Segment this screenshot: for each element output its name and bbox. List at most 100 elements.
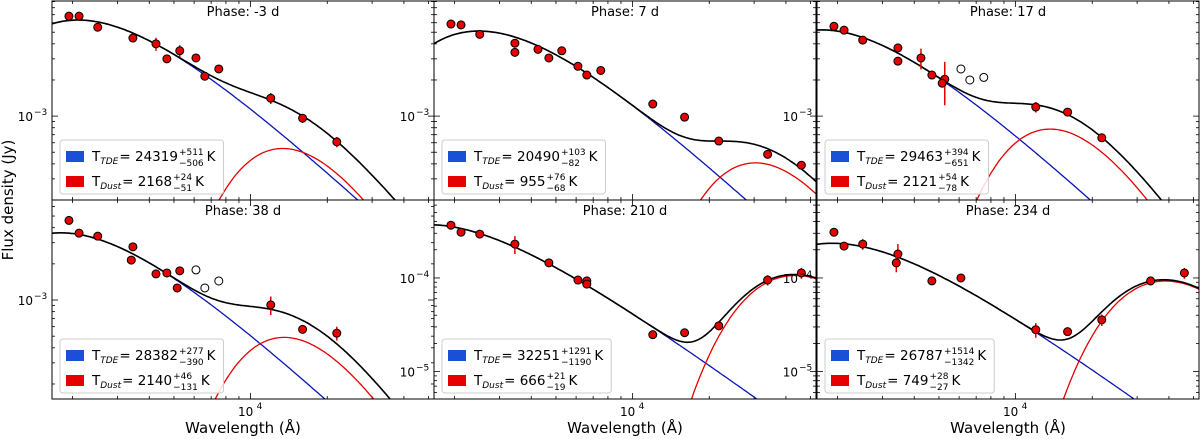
panel-6: Phase: 234 d10 410 −410 −5T TDE = 26787 +1514… [783,199,1200,419]
data-point [128,33,138,43]
data-point [893,249,903,259]
data-points [64,215,342,341]
data-point [680,112,690,122]
legend-value: = 32251 [501,348,560,364]
data-point [128,242,138,252]
legend-subscript: Dust [482,182,503,192]
excluded-data-point [965,75,975,85]
legend-upper-error: +1514 [944,347,975,357]
legend: T TDE = 32251 +1291−1190 KT Dust = 666 +21−19… [441,338,612,394]
legend-subscript: TDE [100,157,118,167]
legend-value: = 955 [504,174,545,190]
data-point [175,266,185,276]
legend-unit: K [568,373,578,389]
excluded-data-point [956,64,966,74]
dust-legend-swatch [831,176,849,187]
y-tick-label: 10 [400,366,415,380]
legend-symbol: T [473,348,483,364]
legend-value: = 29463 [884,149,943,165]
legend-unit: K [568,174,578,190]
data-point [893,43,903,53]
x-tick-label: 10 [1003,405,1018,419]
data-point [456,20,466,30]
tde-legend-swatch [66,151,84,162]
data-point [191,53,201,63]
data-point [1063,327,1073,337]
x-tick-label: 10 [238,405,253,419]
x-axis-label-col1: Wavelength (Å) [185,418,301,437]
dust-legend-swatch [831,375,849,386]
data-point [796,268,806,278]
data-point [446,19,456,29]
panel-3: Phase: 17 d10 −3T TDE = 29463 +394−651 KT Dus… [783,0,1200,201]
panel-frame [433,199,817,400]
data-point [1031,102,1041,112]
legend-value: = 2121 [887,174,937,190]
data-point [1146,276,1156,286]
legend-lower-error: −27 [929,383,948,393]
legend-lower-error: −131 [173,383,198,393]
legend-box [824,338,995,394]
data-point [573,275,583,285]
data-point [266,93,276,103]
data-points [829,227,1189,338]
data-point [214,64,224,74]
y-tick-label: 10 [783,366,798,380]
model-curves [434,30,816,200]
data-point [544,53,554,63]
data-point [1179,268,1189,278]
legend: T TDE = 29463 +394−651 KT Dust = 2121 +54−78 K [824,139,990,195]
data-point [200,71,210,81]
data-point [510,38,520,48]
legend-symbol: T [856,174,866,190]
total-model-line [434,30,816,183]
y-tick-label-exponent: −3 [34,108,47,118]
panel-4: Phase: 38 d10 410 −3T TDE = 28382 +277−390 KT… [18,199,435,419]
legend-unit: K [201,373,211,389]
legend-upper-error: +24 [173,173,192,183]
legend-unit: K [972,149,982,165]
x-tick-label: 10 [620,405,635,419]
data-point [714,136,724,146]
data-point [298,113,308,123]
legend-lower-error: −1190 [561,358,592,368]
data-point [74,228,84,238]
panel-title: Phase: 38 d [205,204,281,219]
legend-lower-error: −51 [173,184,192,194]
data-point [126,255,136,265]
legend-value: = 26787 [884,348,943,364]
data-point [93,22,103,32]
y-tick-label-exponent: −4 [799,270,813,280]
data-point [510,239,520,249]
legend-subscript: TDE [865,356,883,366]
legend-subscript: TDE [865,157,883,167]
y-tick-label-exponent: −3 [34,292,47,302]
model-curves [817,242,1199,399]
total-model-line [52,19,397,200]
legend-value: = 666 [504,373,545,389]
data-point [446,220,456,230]
data-points [829,21,1107,143]
legend-value: = 28382 [119,348,178,364]
data-point [648,330,658,340]
legend-box [824,139,990,195]
x-tick-label-exponent: 4 [1022,402,1028,412]
data-point [172,283,182,293]
legend-unit: K [594,348,604,364]
legend-unit: K [589,149,599,165]
tde-legend-swatch [448,350,466,361]
legend-subscript: TDE [482,356,500,366]
data-point [475,229,485,239]
data-point [763,149,773,159]
data-point [151,39,161,49]
legend-value: = 2140 [122,373,172,389]
legend-unit: K [207,348,217,364]
y-axis-label: Flux density (Jy) [0,140,17,261]
panel-5: Phase: 210 d10 410 −410 −5T TDE = 32251 +1291… [400,199,817,419]
legend-upper-error: +46 [173,372,192,382]
legend-box [441,338,612,394]
data-point [956,273,966,283]
y-tick-label: 10 [400,110,415,124]
data-point [332,328,342,338]
